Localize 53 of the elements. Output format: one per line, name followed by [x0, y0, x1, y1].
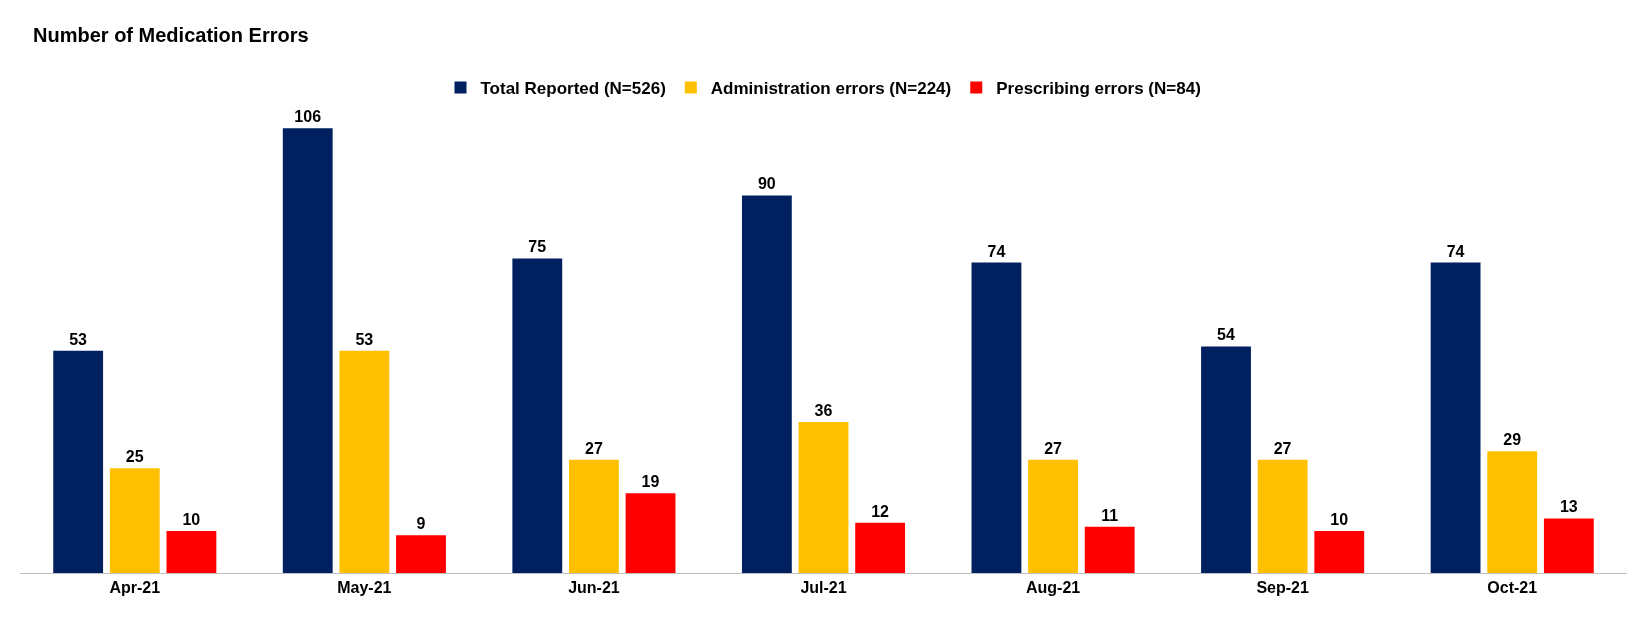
data-label: 10: [182, 511, 201, 529]
bar: [1201, 346, 1251, 573]
data-label: 12: [871, 502, 890, 520]
data-label: 9: [416, 515, 426, 533]
data-label: 54: [1217, 326, 1235, 344]
bar: [396, 535, 446, 573]
bar: [1314, 531, 1365, 573]
chart-title: Number of Medication Errors: [33, 23, 309, 46]
x-tick-label: Jun-21: [568, 579, 620, 597]
legend-label: Administration errors (N=224): [710, 79, 952, 99]
data-label: 13: [1559, 498, 1578, 516]
x-tick-label: Sep-21: [1256, 579, 1309, 597]
bar: [1028, 459, 1078, 573]
bar: [1487, 451, 1538, 573]
legend-label: Total Reported (N=526): [480, 79, 666, 99]
data-label: 27: [584, 439, 603, 457]
data-label: 75: [528, 238, 547, 256]
bar: [971, 262, 1022, 573]
data-label: 27: [1044, 439, 1063, 457]
bar: [512, 258, 563, 573]
x-tick-label: Jul-21: [800, 579, 847, 597]
data-label: 74: [987, 242, 1006, 260]
x-tick-label: Apr-21: [109, 579, 161, 597]
bar: [855, 522, 906, 573]
data-label: 19: [641, 473, 660, 491]
data-label: 53: [69, 330, 88, 348]
data-label: 10: [1330, 511, 1349, 529]
bar: [625, 493, 676, 573]
data-label: 27: [1273, 439, 1292, 457]
bar: [798, 421, 849, 573]
data-label: 74: [1446, 242, 1465, 260]
bar: [166, 531, 217, 573]
data-label: 106: [294, 108, 322, 126]
data-label: 90: [757, 175, 776, 193]
bar: [1257, 459, 1308, 573]
bar: [1543, 518, 1594, 573]
bar: [53, 350, 104, 573]
data-label: 11: [1101, 506, 1119, 524]
legend-label: Prescribing errors (N=84): [996, 79, 1201, 99]
data-label: 53: [355, 330, 374, 348]
x-tick-label: Oct-21: [1487, 579, 1538, 597]
data-label: 36: [814, 401, 833, 419]
x-tick-label: May-21: [337, 579, 392, 597]
bar: [569, 459, 619, 573]
x-tick-label: Aug-21: [1025, 579, 1081, 597]
bar: [1430, 262, 1481, 573]
bar: [741, 195, 792, 573]
bar: [339, 350, 390, 573]
bar: [109, 468, 160, 573]
bar: [282, 128, 333, 573]
bar: [1084, 526, 1135, 573]
data-label: 29: [1503, 431, 1522, 449]
data-label: 25: [125, 448, 144, 466]
